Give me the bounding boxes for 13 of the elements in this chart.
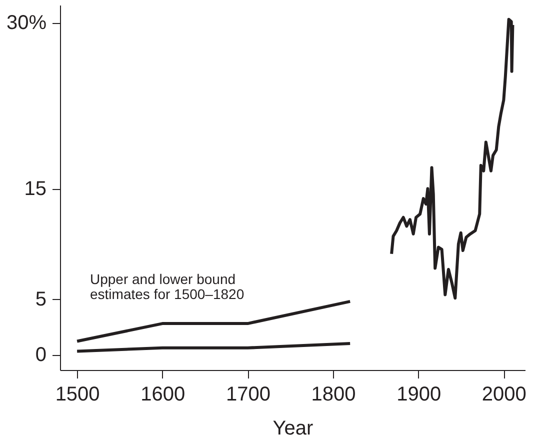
x-tick-label: 1500 (55, 384, 100, 406)
x-tick-label: 1600 (140, 384, 186, 406)
x-tick-label: 2000 (482, 384, 526, 406)
y-tick-label: 15 (24, 178, 46, 200)
x-axis-title: Year (272, 418, 314, 440)
y-tick-label: 5 (35, 288, 46, 311)
annotation: Upper and lower bound estimates for 1500–1820 (90, 271, 244, 302)
line-series (390, 18, 514, 300)
x-tick-label: 1700 (226, 384, 270, 406)
x-tick-label: 1800 (311, 384, 356, 406)
y-tick-label: 0 (35, 344, 46, 366)
y-tick-label: 30% (6, 12, 47, 34)
x-tick-label: 1900 (396, 384, 442, 406)
